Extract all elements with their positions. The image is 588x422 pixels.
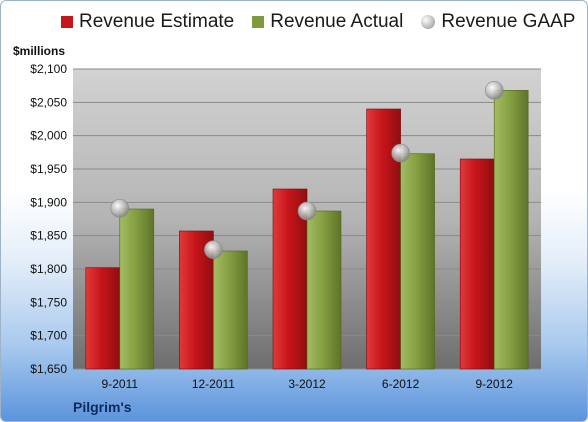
y-tick-label: $1,650 bbox=[30, 362, 67, 376]
point-revenue-gaap bbox=[484, 81, 504, 100]
x-tick-label: 6-2012 bbox=[382, 377, 420, 391]
bar-revenue-actual bbox=[400, 153, 435, 370]
bar-revenue-actual bbox=[213, 250, 248, 370]
bar-revenue-estimate bbox=[85, 267, 121, 370]
point-revenue-gaap bbox=[391, 143, 410, 163]
bar-revenue-actual bbox=[493, 90, 529, 370]
legend-label-gaap: Revenue GAAP bbox=[441, 11, 576, 32]
bar-revenue-estimate bbox=[272, 188, 308, 370]
point-revenue-gaap bbox=[110, 199, 130, 218]
bar-revenue-actual bbox=[306, 210, 342, 370]
y-tick-label: $2,100 bbox=[30, 62, 67, 76]
y-tick-label: $1,900 bbox=[30, 195, 67, 209]
bar-revenue-estimate bbox=[459, 158, 495, 370]
chart-legend: Revenue Estimate Revenue Actual Revenue … bbox=[61, 11, 575, 33]
legend-item-actual: Revenue Actual bbox=[252, 11, 403, 33]
y-tick-label: $1,850 bbox=[30, 229, 67, 243]
legend-label-estimate: Revenue Estimate bbox=[79, 11, 235, 32]
legend-item-estimate: Revenue Estimate bbox=[61, 11, 234, 33]
y-tick-label: $1,800 bbox=[30, 262, 67, 276]
y-tick-label: $1,750 bbox=[30, 295, 67, 309]
y-tick-label: $1,700 bbox=[30, 329, 67, 343]
point-revenue-gaap bbox=[204, 240, 223, 259]
x-tick-label: 3-2012 bbox=[288, 377, 326, 391]
x-tick-label: 9-2011 bbox=[102, 377, 139, 391]
bar-revenue-actual bbox=[119, 208, 155, 370]
x-tick-label: 12-2011 bbox=[192, 377, 235, 391]
legend-item-gaap: Revenue GAAP bbox=[421, 11, 575, 33]
point-revenue-gaap bbox=[297, 201, 317, 221]
legend-swatch-actual bbox=[252, 16, 265, 28]
legend-swatch-estimate bbox=[61, 16, 73, 28]
company-name: Pilgrim's bbox=[73, 399, 132, 415]
legend-label-actual: Revenue Actual bbox=[270, 11, 404, 32]
y-tick-label: $1,950 bbox=[30, 162, 67, 176]
legend-swatch-gaap bbox=[421, 15, 436, 29]
y-tick-label: $2,000 bbox=[30, 129, 67, 143]
y-tick-label: $2,050 bbox=[30, 95, 67, 109]
x-tick-label: 9-2012 bbox=[476, 377, 514, 391]
y-axis-unit-label: $millions bbox=[13, 44, 66, 58]
